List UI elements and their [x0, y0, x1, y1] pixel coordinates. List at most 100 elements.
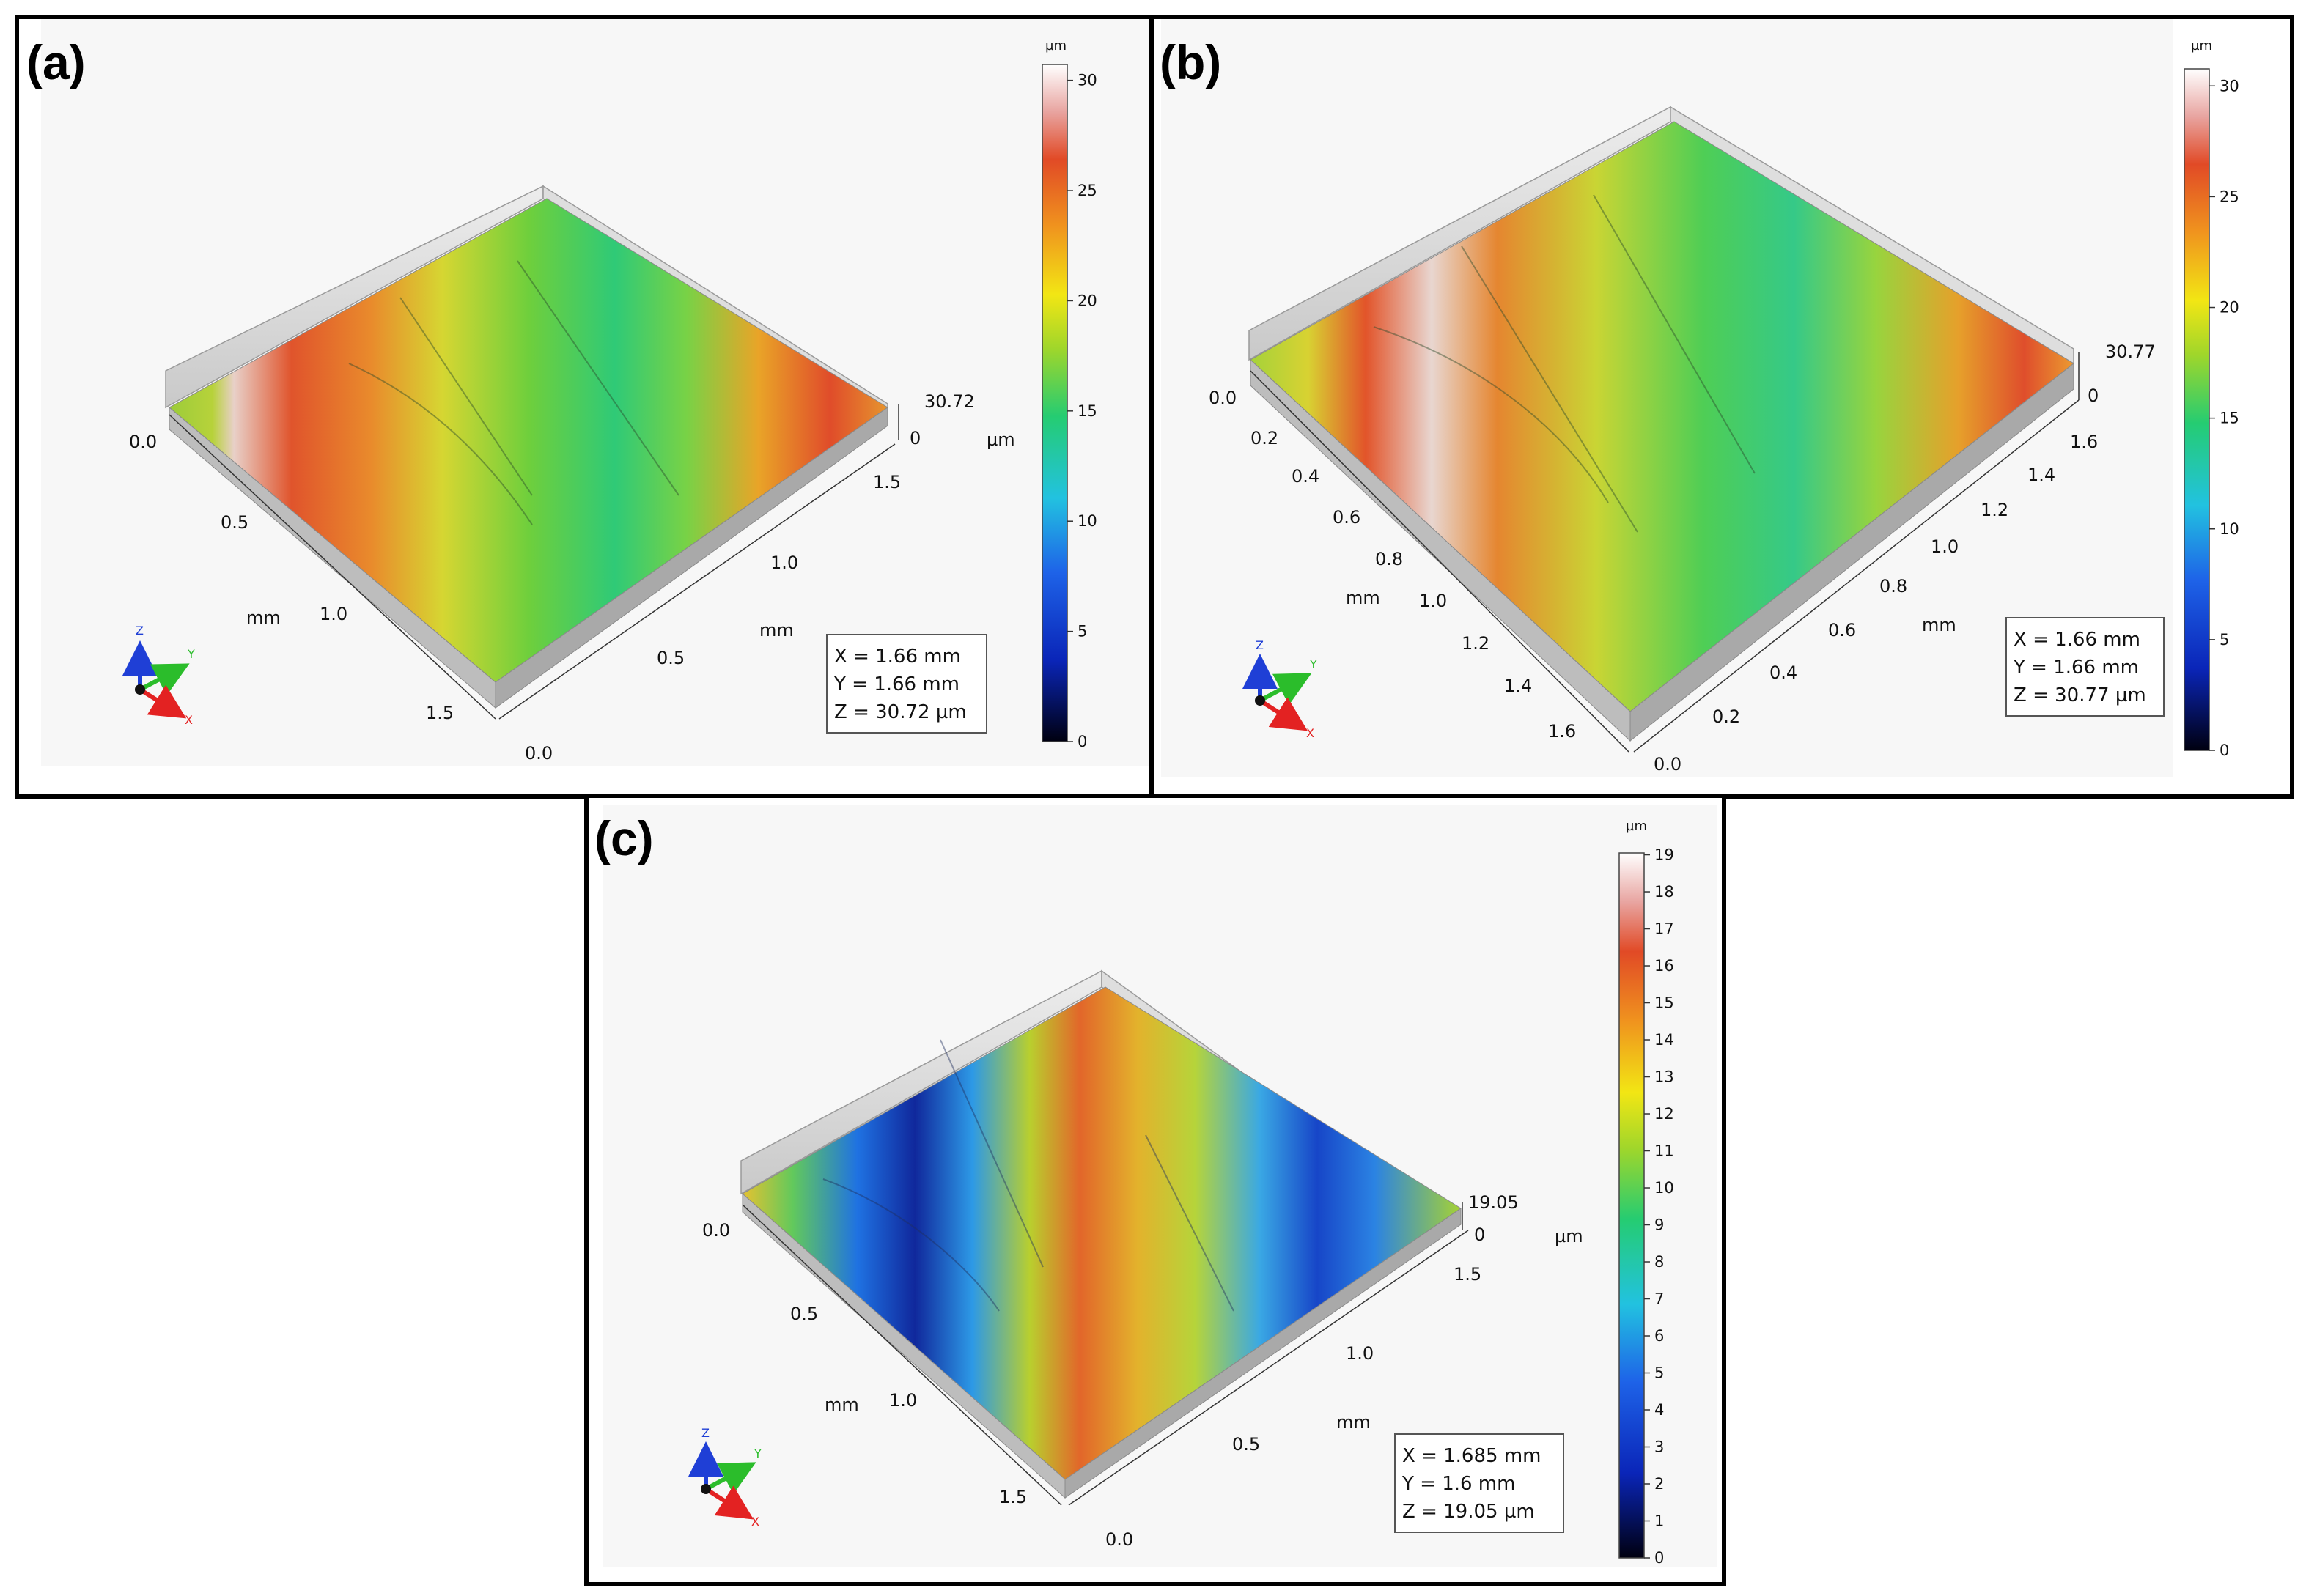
x-axis: 0.0 0.5 1.0 1.5 mm [129, 432, 454, 723]
colorbar-tick-label: 15 [1078, 402, 1097, 420]
panel-a: (a) 0.0 0.5 1.0 1.5 mm 0.0 0.5 1.0 1.5 m… [15, 15, 1155, 799]
axis-triad: Z Y X [122, 624, 195, 727]
info-box: X = 1.66 mm Y = 1.66 mm Z = 30.72 µm [826, 634, 987, 734]
info-box: X = 1.66 mm Y = 1.66 mm Z = 30.77 µm [2005, 617, 2165, 717]
axis-triad: Z Y X [1242, 638, 1317, 740]
y-tick: 1.5 [873, 472, 901, 492]
z-top: 30.77 [2105, 341, 2156, 362]
svg-text:Z: Z [136, 624, 144, 638]
svg-text:X = 1.66 mm: X = 1.66 mm [2014, 629, 2140, 651]
z-axis-unit: µm [1555, 1226, 1583, 1246]
colorbar-tick-label: 10 [2220, 520, 2239, 538]
colorbar-tick-label: 5 [2220, 631, 2229, 649]
z-top: 30.72 [924, 391, 975, 412]
x-tick: 1.0 [320, 604, 347, 624]
y-tick: 1.6 [2070, 432, 2098, 452]
y-tick: 1.4 [2027, 465, 2055, 485]
svg-text:Y: Y [1309, 657, 1317, 671]
y-axis: 0.0 0.5 1.0 1.5 mm [1105, 1264, 1481, 1550]
svg-text:X: X [185, 713, 193, 727]
y-tick: 0.4 [1769, 662, 1797, 683]
z-bottom: 0 [2088, 385, 2099, 406]
x-tick: 0.6 [1333, 507, 1360, 528]
x-tick: 1.5 [999, 1487, 1027, 1507]
svg-text:Y = 1.66 mm: Y = 1.66 mm [833, 673, 959, 695]
y-tick: 0.6 [1828, 620, 1856, 640]
colorbar-tick-label: 16 [1654, 957, 1674, 975]
x-tick: 1.4 [1504, 676, 1532, 696]
x-tick: 1.5 [426, 703, 454, 723]
svg-text:Z = 19.05 µm: Z = 19.05 µm [1402, 1501, 1535, 1523]
colorbar-tick-label: 30 [1078, 72, 1097, 89]
colorbar-tick-label: 15 [2220, 410, 2239, 427]
y-tick: 1.0 [770, 553, 798, 573]
x-axis-unit: mm [825, 1394, 859, 1415]
colorbar-tick-label: 20 [2220, 299, 2239, 317]
y-axis: 0.0 0.2 0.4 0.6 0.8 1.0 1.2 1.4 1.6 mm [1654, 432, 2098, 775]
x-axis: 0.0 0.2 0.4 0.6 0.8 1.0 1.2 1.4 1.6 mm [1209, 388, 1576, 742]
colorbar-tick-label: 3 [1654, 1438, 1664, 1456]
svg-text:Y = 1.66 mm: Y = 1.66 mm [2013, 657, 2139, 679]
svg-text:Z = 30.77 µm: Z = 30.77 µm [2014, 684, 2146, 706]
colorbar-tick-label: 20 [1078, 292, 1097, 309]
svg-text:X = 1.66 mm: X = 1.66 mm [834, 646, 961, 668]
colorbar-tick-label: 2 [1654, 1475, 1664, 1493]
x-tick: 1.0 [1419, 591, 1447, 611]
z-bottom: 0 [910, 428, 921, 448]
z-bottom: 0 [1474, 1224, 1485, 1245]
info-box: X = 1.685 mm Y = 1.6 mm Z = 19.05 µm [1394, 1433, 1564, 1533]
svg-text:Y = 1.6 mm: Y = 1.6 mm [1401, 1473, 1515, 1495]
y-tick: 0.5 [1232, 1434, 1260, 1455]
colorbar: µm 0 5 10 15 20 25 30 [2184, 38, 2239, 759]
x-tick: 0.0 [129, 432, 157, 452]
panel-label: (a) [26, 35, 86, 89]
panel-b: (b) 0.0 0.2 0.4 0.6 0.8 1.0 1.2 1.4 1.6 … [1149, 15, 2294, 799]
colorbar-tick-label: 19 [1654, 846, 1674, 864]
svg-text:X: X [751, 1515, 759, 1529]
x-tick: 0.0 [1209, 388, 1237, 408]
x-tick: 0.5 [221, 512, 248, 533]
colorbar-tick-label: 5 [1078, 623, 1087, 640]
x-tick: 0.8 [1375, 549, 1403, 569]
panel-label: (c) [594, 811, 654, 865]
colorbar-tick-label: 0 [2220, 742, 2229, 759]
y-tick: 1.2 [1981, 500, 2008, 520]
y-axis-unit: mm [1922, 615, 1956, 635]
x-axis-unit: mm [1346, 588, 1380, 608]
x-tick: 0.5 [790, 1304, 818, 1324]
colorbar-tick-label: 11 [1654, 1142, 1674, 1160]
y-axis: 0.0 0.5 1.0 1.5 mm [525, 472, 901, 764]
x-tick: 1.2 [1462, 633, 1489, 654]
colorbar-tick-label: 4 [1654, 1401, 1664, 1419]
svg-text:µm: µm [2191, 38, 2212, 53]
panel-label: (b) [1160, 35, 1221, 89]
y-axis-unit: mm [759, 620, 794, 640]
colorbar-tick-label: 15 [1654, 994, 1674, 1012]
colorbar-tick-label: 30 [2220, 77, 2239, 95]
y-tick: 0.8 [1879, 576, 1907, 596]
svg-text:Y: Y [754, 1447, 762, 1460]
colorbar-tick-label: 12 [1654, 1105, 1674, 1123]
colorbar-tick-label: 7 [1654, 1290, 1664, 1308]
colorbar-tick-label: 25 [2220, 188, 2239, 205]
colorbar-tick-label: 5 [1654, 1364, 1664, 1382]
colorbar-tick-label: 9 [1654, 1216, 1664, 1234]
colorbar-tick-label: 13 [1654, 1068, 1674, 1086]
z-axis-unit: µm [987, 429, 1015, 450]
colorbar-tick-label: 25 [1078, 182, 1097, 199]
panel-c: (c) 0.0 0.5 1.0 1.5 mm 0.0 0.5 1.0 1.5 m… [584, 794, 1726, 1586]
colorbar-tick-label: 14 [1654, 1031, 1674, 1049]
y-tick: 1.0 [1346, 1343, 1374, 1364]
x-tick: 0.2 [1250, 428, 1278, 448]
colorbar-tick-label: 10 [1078, 512, 1097, 530]
svg-text:µm: µm [1626, 819, 1647, 834]
y-tick: 0.0 [1654, 754, 1681, 775]
colorbar-tick-label: 0 [1078, 733, 1087, 750]
colorbar-tick-label: 10 [1654, 1179, 1674, 1197]
svg-text:X = 1.685 mm: X = 1.685 mm [1402, 1445, 1541, 1467]
z-top: 19.05 [1468, 1192, 1519, 1213]
y-tick: 0.0 [525, 743, 553, 764]
colorbar-tick-label: 8 [1654, 1253, 1664, 1271]
colorbar-tick-label: 17 [1654, 920, 1674, 938]
